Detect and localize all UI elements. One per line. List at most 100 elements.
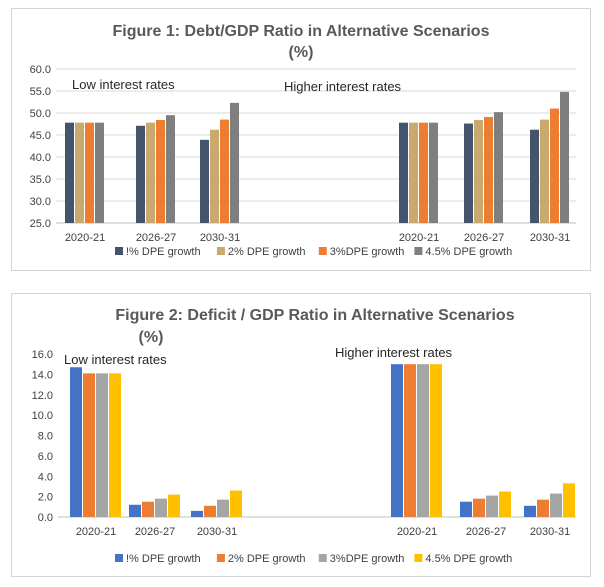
legend-label: 4.5% DPE growth <box>425 246 512 258</box>
legend-swatch <box>318 554 327 562</box>
bar <box>210 129 219 223</box>
bar <box>156 120 165 223</box>
legend-swatch <box>216 554 225 562</box>
bar <box>200 139 209 223</box>
x-tick-label: 2030-31 <box>530 232 570 244</box>
y-tick-label: 12.0 <box>32 390 53 402</box>
bar <box>230 102 239 223</box>
x-tick-label: 2020-21 <box>76 526 116 538</box>
group-label: Higher interest rates <box>284 79 402 94</box>
bar <box>230 490 242 517</box>
bar <box>429 122 438 223</box>
y-tick-label: 16.0 <box>32 349 53 361</box>
y-tick-label: 25.0 <box>30 218 51 230</box>
chart-subtitle: (%) <box>288 44 314 61</box>
legend-swatch <box>216 247 225 255</box>
bar <box>530 129 539 223</box>
chart-title: Figure 1: Debt/GDP Ratio in Alternative … <box>112 23 490 40</box>
bar <box>129 504 141 517</box>
bar <box>419 122 428 223</box>
bar <box>136 125 145 223</box>
bar <box>550 108 559 223</box>
legend-swatch <box>414 554 423 562</box>
bar <box>404 364 416 517</box>
bar <box>550 493 562 517</box>
bar <box>563 483 575 517</box>
y-tick-label: 45.0 <box>30 130 51 142</box>
y-tick-label: 55.0 <box>30 86 51 98</box>
bar <box>95 122 104 223</box>
group-label: Low interest rates <box>64 352 167 367</box>
y-tick-label: 60.0 <box>30 64 51 76</box>
bar <box>220 119 229 223</box>
bar <box>473 498 485 517</box>
y-tick-label: 14.0 <box>32 369 53 381</box>
legend-swatch <box>414 247 423 255</box>
bar <box>417 364 429 517</box>
x-tick-label: 2020-21 <box>397 526 437 538</box>
bar <box>486 495 498 517</box>
bar <box>464 123 473 223</box>
bar <box>166 115 175 223</box>
y-tick-label: 40.0 <box>30 152 51 164</box>
bar <box>168 494 180 517</box>
bar <box>409 122 418 223</box>
bar <box>460 501 472 517</box>
y-tick-label: 50.0 <box>30 108 51 120</box>
figure-2-panel: Figure 2: Deficit / GDP Ratio in Alterna… <box>11 293 591 577</box>
x-tick-label: 2020-21 <box>65 232 105 244</box>
bar <box>391 364 403 517</box>
y-tick-label: 10.0 <box>32 410 53 422</box>
figure-1-panel: Figure 1: Debt/GDP Ratio in Alternative … <box>11 8 591 271</box>
bar <box>146 122 155 223</box>
x-tick-label: 2026-27 <box>464 232 504 244</box>
legend-label: !% DPE growth <box>126 246 201 258</box>
y-tick-label: 6.0 <box>38 451 53 463</box>
chart-title: Figure 2: Deficit / GDP Ratio in Alterna… <box>115 307 515 324</box>
chart-subtitle: (%) <box>138 329 164 346</box>
legend-label: 3%DPE growth <box>330 553 405 565</box>
bar <box>83 373 95 517</box>
legend-label: !% DPE growth <box>126 553 201 565</box>
bar <box>65 122 74 223</box>
legend-swatch <box>318 247 327 255</box>
y-tick-label: 30.0 <box>30 196 51 208</box>
legend-swatch <box>115 247 123 255</box>
figure-2-chart: 16.0 14.0 12.0 10.0 8.0 6.0 4.0 2.0 0.0 2020-21 20… <box>32 345 576 565</box>
bar <box>85 122 94 223</box>
bar <box>540 119 549 223</box>
y-tick-label: 0.0 <box>38 512 53 524</box>
figure-1-chart: 60.0 55.0 50.0 45.0 40.0 35.0 30.0 25.0 2020-21 2… <box>30 64 576 258</box>
bar <box>191 510 203 517</box>
bar <box>484 116 493 223</box>
bar <box>109 373 121 517</box>
y-tick-label: 35.0 <box>30 174 51 186</box>
bar <box>399 122 408 223</box>
x-tick-label: 2030-31 <box>200 232 240 244</box>
legend-label: 3%DPE growth <box>330 246 405 258</box>
bar <box>70 367 82 517</box>
bar <box>155 498 167 517</box>
group-label: Low interest rates <box>72 77 175 92</box>
bar <box>217 499 229 517</box>
x-tick-label: 2030-31 <box>530 526 570 538</box>
bar <box>96 373 108 517</box>
legend-label: 2% DPE growth <box>228 246 306 258</box>
y-tick-label: 8.0 <box>38 431 53 443</box>
bar <box>204 505 216 517</box>
bar <box>430 364 442 517</box>
group-label: Higher interest rates <box>335 345 453 360</box>
legend-label: 2% DPE growth <box>228 553 306 565</box>
legend-swatch <box>115 554 123 562</box>
bar <box>560 91 569 223</box>
y-tick-label: 2.0 <box>38 492 53 504</box>
legend-label: 4.5% DPE growth <box>425 553 512 565</box>
x-tick-label: 2026-27 <box>135 526 175 538</box>
bar <box>474 120 483 223</box>
x-tick-label: 2026-27 <box>466 526 506 538</box>
y-tick-label: 4.0 <box>38 471 53 483</box>
x-tick-label: 2020-21 <box>399 232 439 244</box>
x-tick-label: 2026-27 <box>136 232 176 244</box>
bar <box>142 501 154 517</box>
bar <box>75 122 84 223</box>
